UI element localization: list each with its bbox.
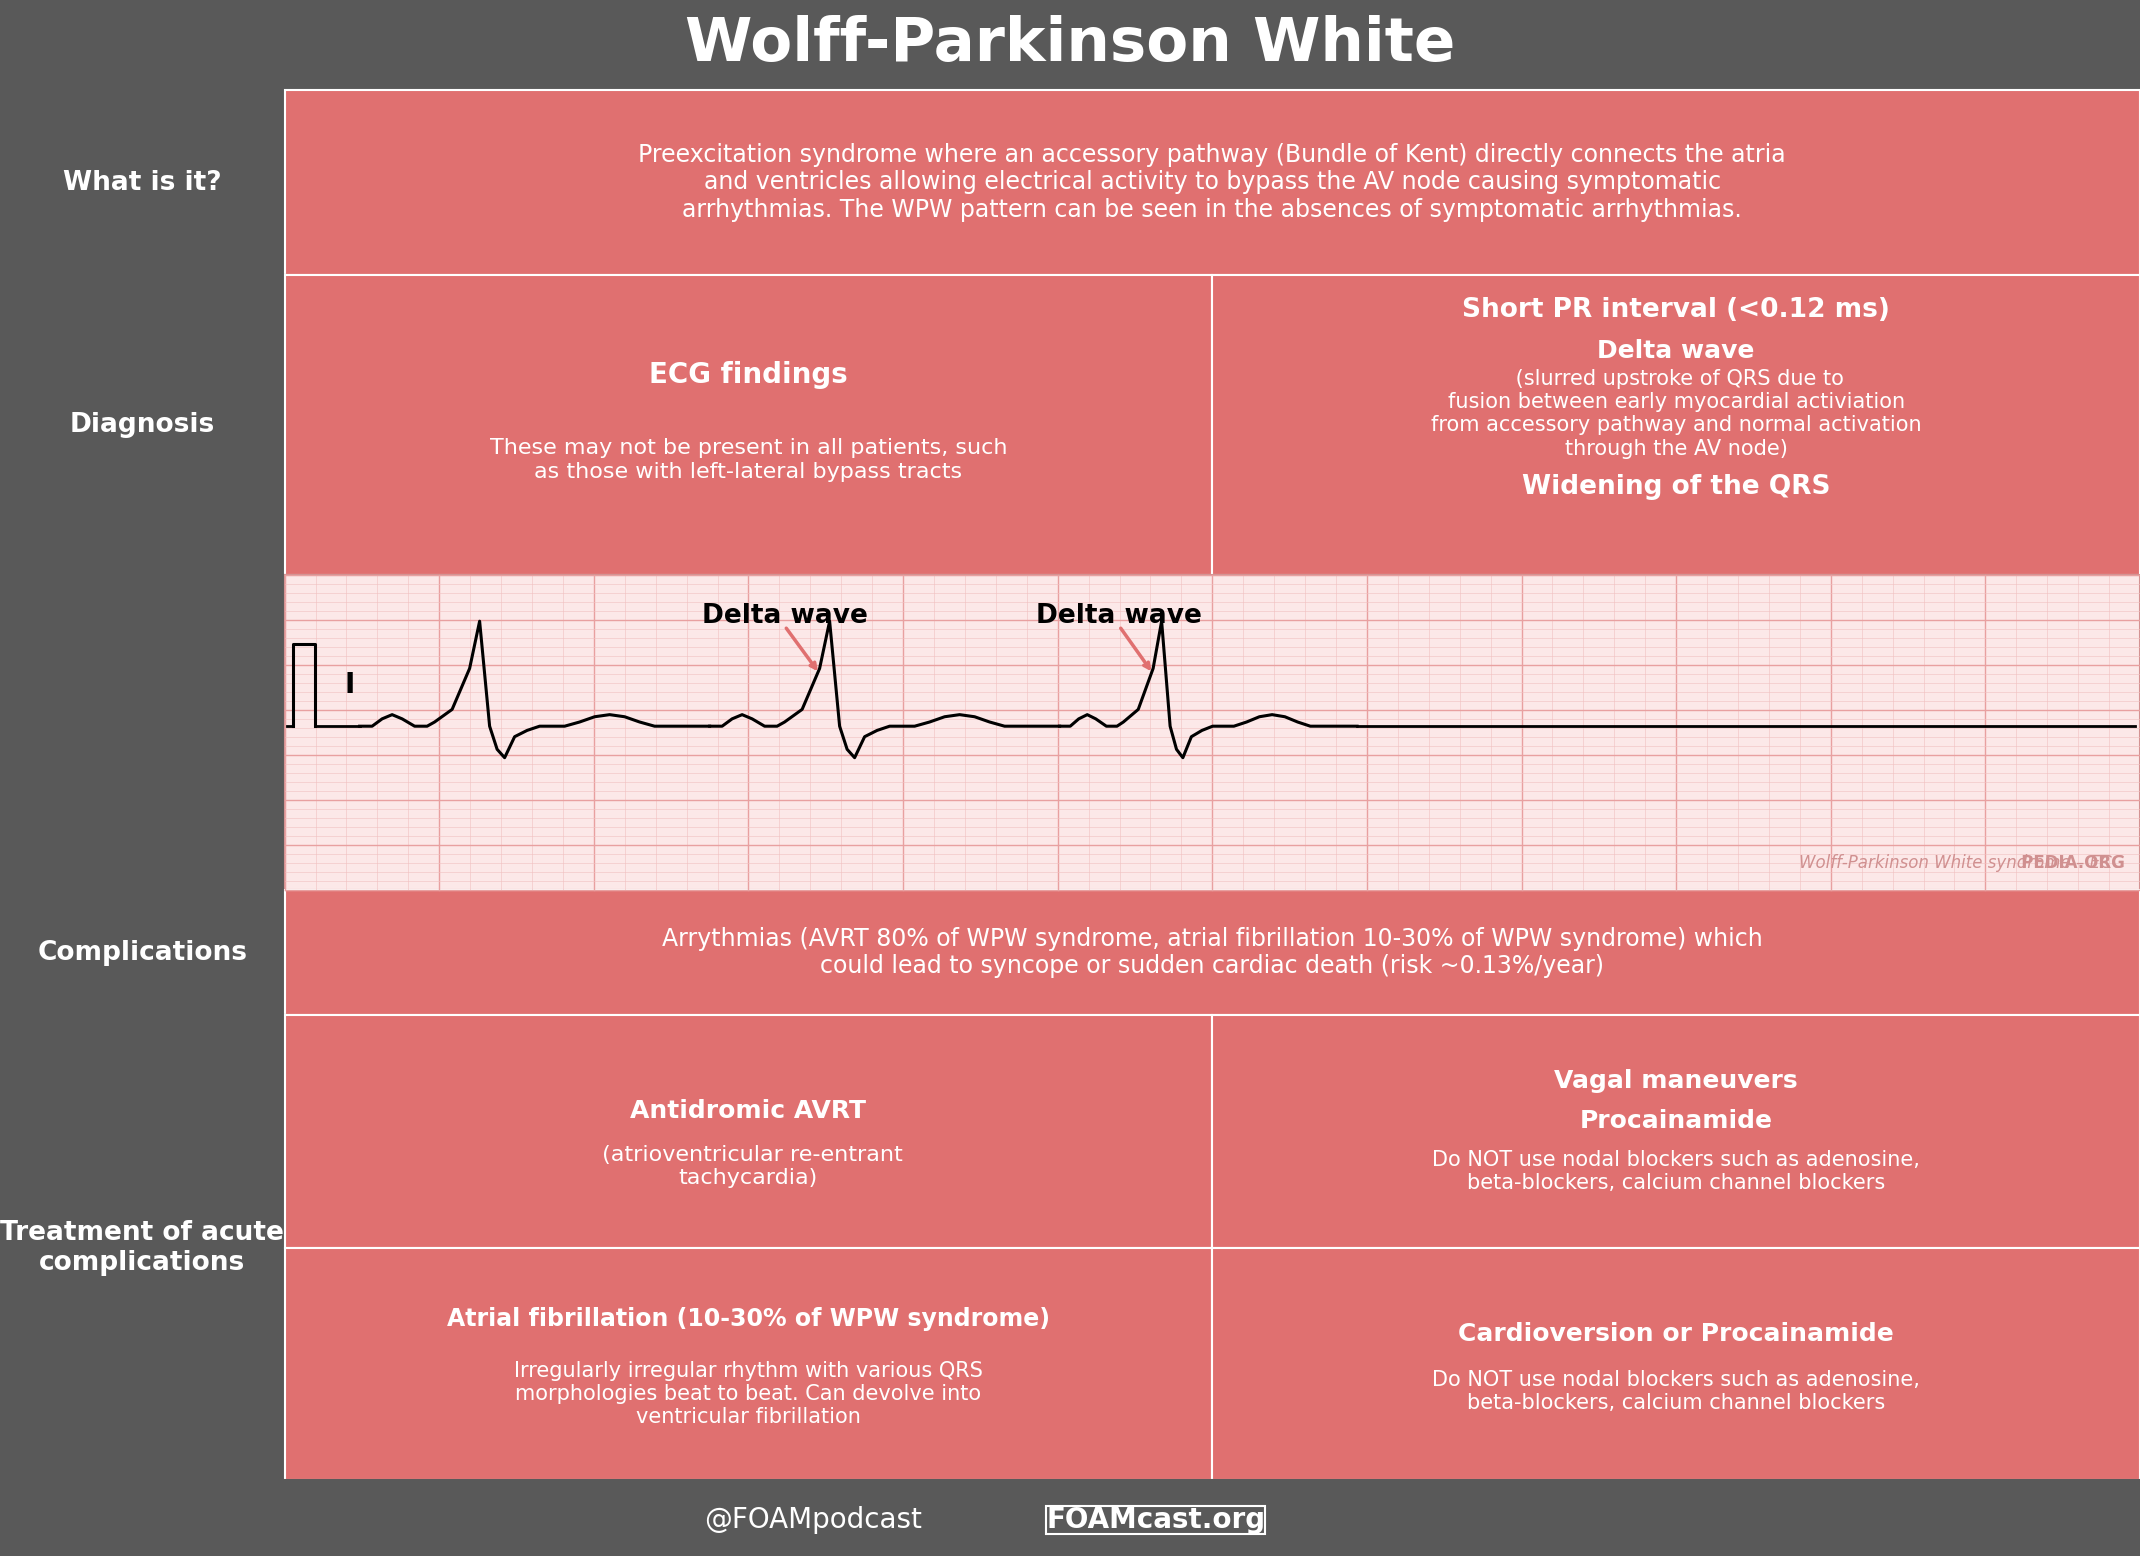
Text: Short PR interval (<0.12 ms): Short PR interval (<0.12 ms) xyxy=(1462,297,1890,324)
Text: Delta wave: Delta wave xyxy=(702,602,867,629)
Text: Vagal maneuvers: Vagal maneuvers xyxy=(1554,1069,1798,1094)
Bar xyxy=(285,275,1213,576)
Text: Delta wave: Delta wave xyxy=(1596,339,1755,363)
Text: (slurred upstroke of QRS due to
fusion between early myocardial activiation
from: (slurred upstroke of QRS due to fusion b… xyxy=(1432,369,1922,459)
Bar xyxy=(285,1248,1213,1480)
Text: These may not be present in all patients, such
as those with left-lateral bypass: These may not be present in all patients… xyxy=(490,439,1008,482)
Text: (atrioventricular re-entrant
tachycardia): (atrioventricular re-entrant tachycardia… xyxy=(595,1145,903,1187)
Bar xyxy=(285,1015,1213,1248)
Text: Widening of the QRS: Widening of the QRS xyxy=(1522,475,1830,499)
Bar xyxy=(0,890,285,1015)
Bar xyxy=(0,1015,285,1480)
Bar xyxy=(1213,1015,2140,1248)
Text: Preexcitation syndrome where an accessory pathway (Bundle of Kent) directly conn: Preexcitation syndrome where an accessor… xyxy=(638,143,1787,223)
Text: Cardioversion or Procainamide: Cardioversion or Procainamide xyxy=(1457,1321,1894,1346)
Text: Atrial fibrillation (10-30% of WPW syndrome): Atrial fibrillation (10-30% of WPW syndr… xyxy=(447,1307,1051,1330)
Bar xyxy=(285,890,2140,1015)
Text: Do NOT use nodal blockers such as adenosine,
beta-blockers, calcium channel bloc: Do NOT use nodal blockers such as adenos… xyxy=(1432,1371,1920,1413)
Bar xyxy=(1213,1248,2140,1480)
Bar xyxy=(0,0,2140,90)
Bar xyxy=(0,1480,2140,1556)
Text: @FOAMpodcast: @FOAMpodcast xyxy=(704,1506,922,1534)
Text: FOAMcast.org: FOAMcast.org xyxy=(1046,1506,1265,1534)
Text: PEDIA.ORG: PEDIA.ORG xyxy=(1706,854,2125,871)
Text: Arrythmias (AVRT 80% of WPW syndrome, atrial fibrillation 10-30% of WPW syndrome: Arrythmias (AVRT 80% of WPW syndrome, at… xyxy=(661,927,1763,979)
Text: ECG findings: ECG findings xyxy=(648,361,847,389)
Text: Wolff-Parkinson White: Wolff-Parkinson White xyxy=(685,16,1455,75)
Bar xyxy=(285,576,2140,890)
Bar xyxy=(285,90,2140,275)
Bar xyxy=(0,576,285,890)
Text: Wolff-Parkinson White syndrome – ECG: Wolff-Parkinson White syndrome – ECG xyxy=(1800,854,2125,871)
Bar xyxy=(1213,275,2140,576)
Text: Treatment of acute
complications: Treatment of acute complications xyxy=(0,1220,285,1276)
Text: Irregularly irregular rhythm with various QRS
morphologies beat to beat. Can dev: Irregularly irregular rhythm with variou… xyxy=(514,1360,982,1427)
Text: Antidromic AVRT: Antidromic AVRT xyxy=(631,1099,867,1123)
Text: Diagnosis: Diagnosis xyxy=(71,412,214,437)
Text: I: I xyxy=(345,671,355,699)
Text: Delta wave: Delta wave xyxy=(1036,602,1203,629)
Text: Procainamide: Procainamide xyxy=(1579,1109,1772,1133)
Bar xyxy=(0,275,285,576)
Text: What is it?: What is it? xyxy=(62,170,223,196)
Text: Complications: Complications xyxy=(36,940,248,966)
Text: Do NOT use nodal blockers such as adenosine,
beta-blockers, calcium channel bloc: Do NOT use nodal blockers such as adenos… xyxy=(1432,1150,1920,1193)
Bar xyxy=(0,90,285,275)
